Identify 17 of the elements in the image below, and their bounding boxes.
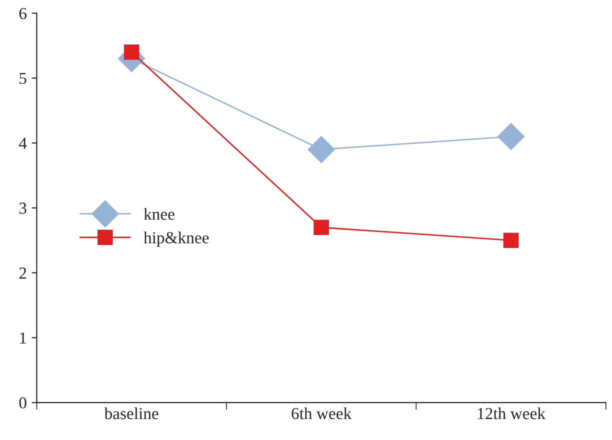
y-tick-label: 3 — [19, 202, 26, 214]
x-tick-label: 6th week — [292, 407, 352, 420]
y-tick-label: 5 — [20, 72, 26, 84]
y-tick-label: 1 — [20, 332, 26, 344]
point — [124, 44, 140, 60]
y-tick-label: 2 — [19, 268, 26, 279]
y-tick-label: 6 — [19, 8, 26, 20]
point — [314, 220, 329, 236]
point — [503, 232, 519, 248]
x-tick-label: 12th week — [478, 407, 546, 420]
legend-label: knee — [144, 208, 174, 220]
y-tick-label: 0 — [19, 397, 26, 409]
x-tick-label: baseline — [104, 407, 158, 420]
point — [498, 123, 524, 150]
y-tick-label: 4 — [18, 138, 27, 149]
point — [308, 136, 335, 163]
legend-label: hip&knee — [144, 232, 209, 247]
